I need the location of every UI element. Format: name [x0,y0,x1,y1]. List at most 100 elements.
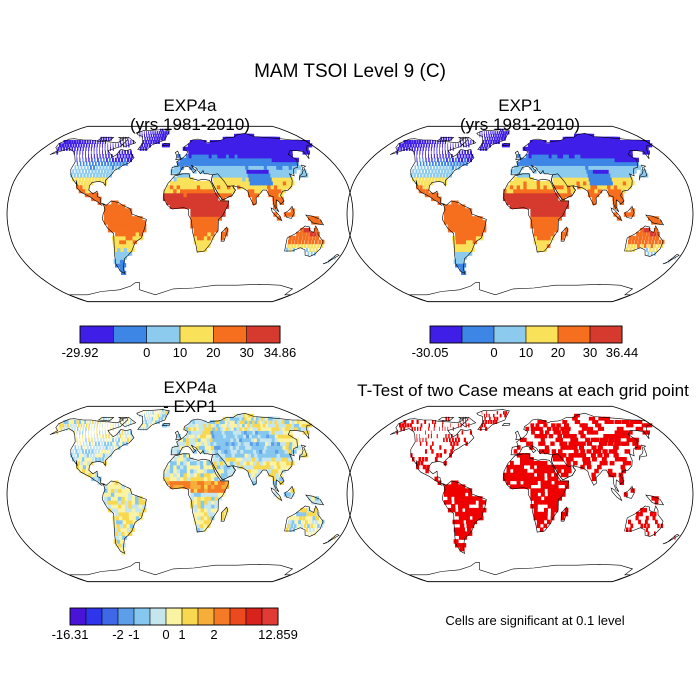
map-cell [404,143,407,148]
map-cell [223,154,228,159]
map-cell [469,150,472,155]
map-cell [543,460,548,466]
map-cell [534,157,539,163]
map-cell [253,157,260,163]
map-cell [93,150,95,155]
map-cell [616,180,622,186]
map-cell [585,165,591,170]
map-cell [205,154,211,159]
map-cell [224,227,229,233]
map-cell [221,423,227,428]
map-cell [274,188,280,194]
map-cell [211,488,216,493]
map-cell [533,496,538,501]
map-cell [467,251,473,256]
map-cell [471,154,474,159]
map-cell [217,188,222,194]
map-cell [99,423,101,428]
map-cell [592,161,599,166]
map-cell [107,496,112,501]
map-cell [586,441,592,446]
map-cell [123,437,126,443]
map-cell [92,161,94,166]
map-cell [207,220,212,225]
map-cell [197,227,202,233]
map-cell [108,165,111,170]
map-cell [273,484,278,489]
map-cell [128,212,133,217]
map-cell [203,196,208,202]
map-cell [475,231,480,237]
map-cell [209,157,214,163]
map-cell [243,161,249,166]
map-cell [456,259,462,264]
map-cell [561,492,566,497]
coastline-newzealand [322,253,340,265]
map-cell [250,184,255,190]
map-cell [204,165,210,170]
coastline-newguinea [305,214,325,226]
map-cell [523,184,528,190]
map-cell [482,420,485,424]
map-cell [197,515,201,521]
map-cell [292,247,295,252]
map-cell [271,169,278,174]
map-cell [516,472,521,478]
map-cell [540,239,545,245]
map-cell [282,460,288,466]
map-cell [613,173,619,178]
map-cell [274,441,280,446]
map-cell [200,196,205,202]
map-cell [537,154,542,159]
map-cell [107,220,112,225]
map-cell [190,220,195,225]
map-cell [224,430,230,435]
map-cell [553,161,558,166]
map-cell [222,177,228,182]
map-cell [212,426,217,431]
map-cell [149,136,151,141]
map-cell [588,165,594,170]
map-cell [592,200,597,205]
map-cell [207,500,212,505]
map-cell [119,259,125,264]
map-cell [278,449,284,454]
map-cell [571,154,577,159]
map-cell [102,420,104,424]
map-cell [561,453,567,458]
map-cell [439,453,442,458]
map-cell [485,426,488,431]
map-cell [102,165,105,170]
map-cell [190,468,195,474]
map-cell [416,161,419,166]
map-cell [425,437,427,443]
map-cell [592,169,598,174]
map-cell [265,457,271,462]
map-cell [536,239,541,245]
map-cell [513,472,518,478]
map-cell [577,169,582,174]
map-cell [551,484,556,489]
map-cell [652,247,655,252]
map-cell [529,165,534,170]
map-cell [509,204,514,209]
map-cell [458,150,461,155]
map-cell [468,227,473,233]
map-cell [454,216,459,221]
map-cell [186,460,191,466]
coastline-japan [639,164,648,181]
map-cell [411,140,414,144]
map-cell [528,146,532,151]
map-cell [538,161,543,166]
colorbar-exp4a-swatch [79,325,114,344]
map-cell [90,430,92,435]
map-cell [180,457,184,462]
map-cell [127,251,133,256]
map-cell [129,150,132,155]
map-cell [198,165,203,170]
map-cell [523,173,528,178]
coastline-eurasia [170,412,313,493]
map-cell [214,220,219,225]
map-cell [78,449,81,454]
map-cell [212,157,217,163]
